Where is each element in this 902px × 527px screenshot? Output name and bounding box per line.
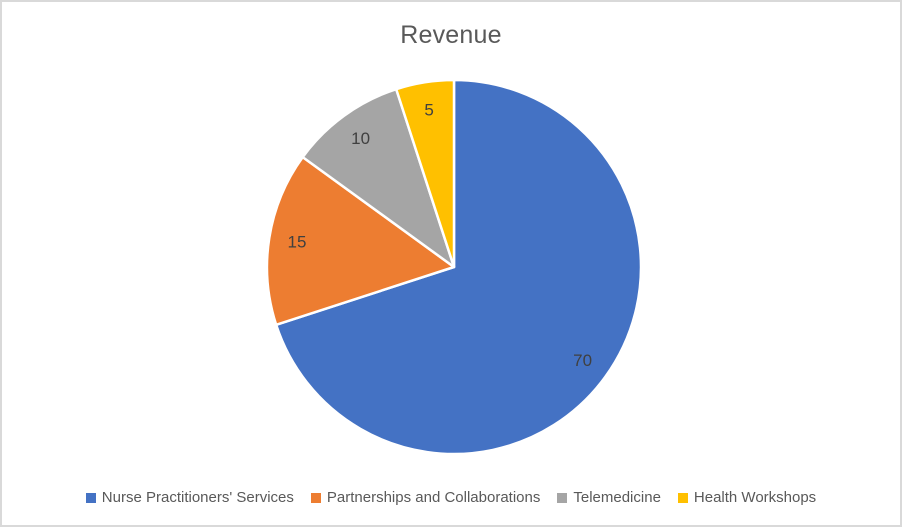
data-label-3: 5 [424, 101, 433, 120]
legend: Nurse Practitioners' Services Partnership… [2, 489, 900, 507]
pie-slice-3 [394, 78, 456, 269]
legend-swatch-icon [677, 493, 688, 503]
data-label-1: 15 [288, 233, 307, 252]
chart-title: Revenue [400, 21, 502, 49]
legend-item-3: Health Workshops [677, 489, 817, 507]
legend-item-2: Telemedicine [557, 489, 661, 507]
legend-label: Nurse Practitioners' Services [101, 489, 294, 506]
pie-slice-2 [301, 87, 456, 269]
legend-label: Telemedicine [573, 489, 661, 506]
pie-slice-1 [265, 155, 456, 327]
data-label-0: 70 [573, 351, 592, 370]
pie-slice-0 [274, 78, 643, 456]
legend-item-1: Partnerships and Collaborations [310, 489, 541, 507]
legend-swatch-icon [557, 493, 568, 503]
legend-swatch-icon [85, 493, 96, 503]
legend-label: Partnerships and Collaborations [326, 489, 541, 506]
legend-label: Health Workshops [693, 489, 817, 506]
legend-item-0: Nurse Practitioners' Services [85, 489, 294, 507]
legend-swatch-icon [310, 493, 321, 503]
data-label-2: 10 [351, 129, 370, 148]
